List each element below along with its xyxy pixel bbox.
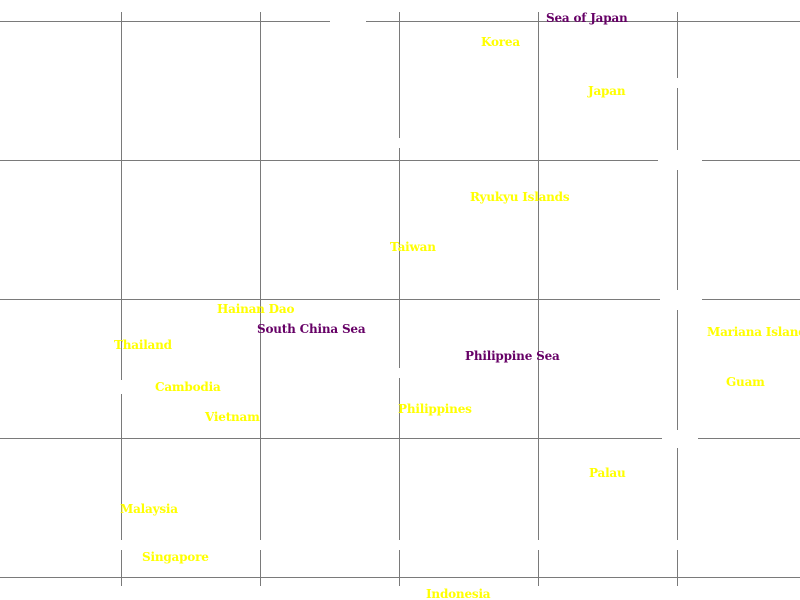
grid-gap — [675, 290, 680, 310]
taiwan-label: Taiwan — [390, 240, 436, 254]
mariana-island-label: Mariana Island — [707, 325, 800, 339]
thailand-label: Thailand — [114, 338, 172, 352]
graticule-line-h — [0, 577, 800, 578]
grid-gap — [258, 540, 263, 550]
graticule-line-h — [0, 21, 800, 22]
grid-gap — [658, 158, 702, 162]
vietnam-label: Vietnam — [205, 410, 260, 424]
grid-gap — [536, 540, 541, 550]
grid-gap — [119, 540, 124, 550]
graticule-line-v — [260, 12, 261, 586]
malaysia-label: Malaysia — [120, 502, 178, 516]
grid-gap — [675, 430, 680, 448]
south-china-sea-label: South China Sea — [257, 322, 366, 336]
indonesia-label: Indonesia — [426, 587, 491, 600]
guam-label: Guam — [726, 375, 765, 389]
graticule-line-v — [399, 12, 400, 586]
grid-gap — [660, 297, 702, 301]
hainan-dao-label: Hainan Dao — [217, 302, 295, 316]
graticule-line-v — [538, 12, 539, 586]
grid-gap — [397, 540, 402, 550]
grid-gap — [119, 380, 124, 394]
japan-label: Japan — [588, 84, 626, 98]
palau-label: Palau — [589, 466, 626, 480]
ryukyu-islands-label: Ryukyu Islands — [470, 190, 570, 204]
graticule-line-v — [121, 12, 122, 586]
sea-of-japan-label: Sea of Japan — [546, 11, 628, 25]
grid-gap — [397, 368, 402, 378]
grid-gap — [675, 540, 680, 550]
singapore-label: Singapore — [142, 550, 209, 564]
graticule-line-h — [0, 160, 800, 161]
grid-gap — [675, 150, 680, 170]
grid-gap — [330, 18, 366, 24]
grid-gap — [397, 138, 402, 148]
cambodia-label: Cambodia — [155, 380, 221, 394]
philippine-sea-label: Philippine Sea — [465, 349, 560, 363]
korea-label: Korea — [481, 35, 520, 49]
philippines-label: Philippines — [398, 402, 472, 416]
graticule-line-h — [0, 438, 800, 439]
grid-gap — [675, 78, 680, 88]
grid-gap — [662, 436, 698, 440]
graticule-line-h — [0, 299, 800, 300]
